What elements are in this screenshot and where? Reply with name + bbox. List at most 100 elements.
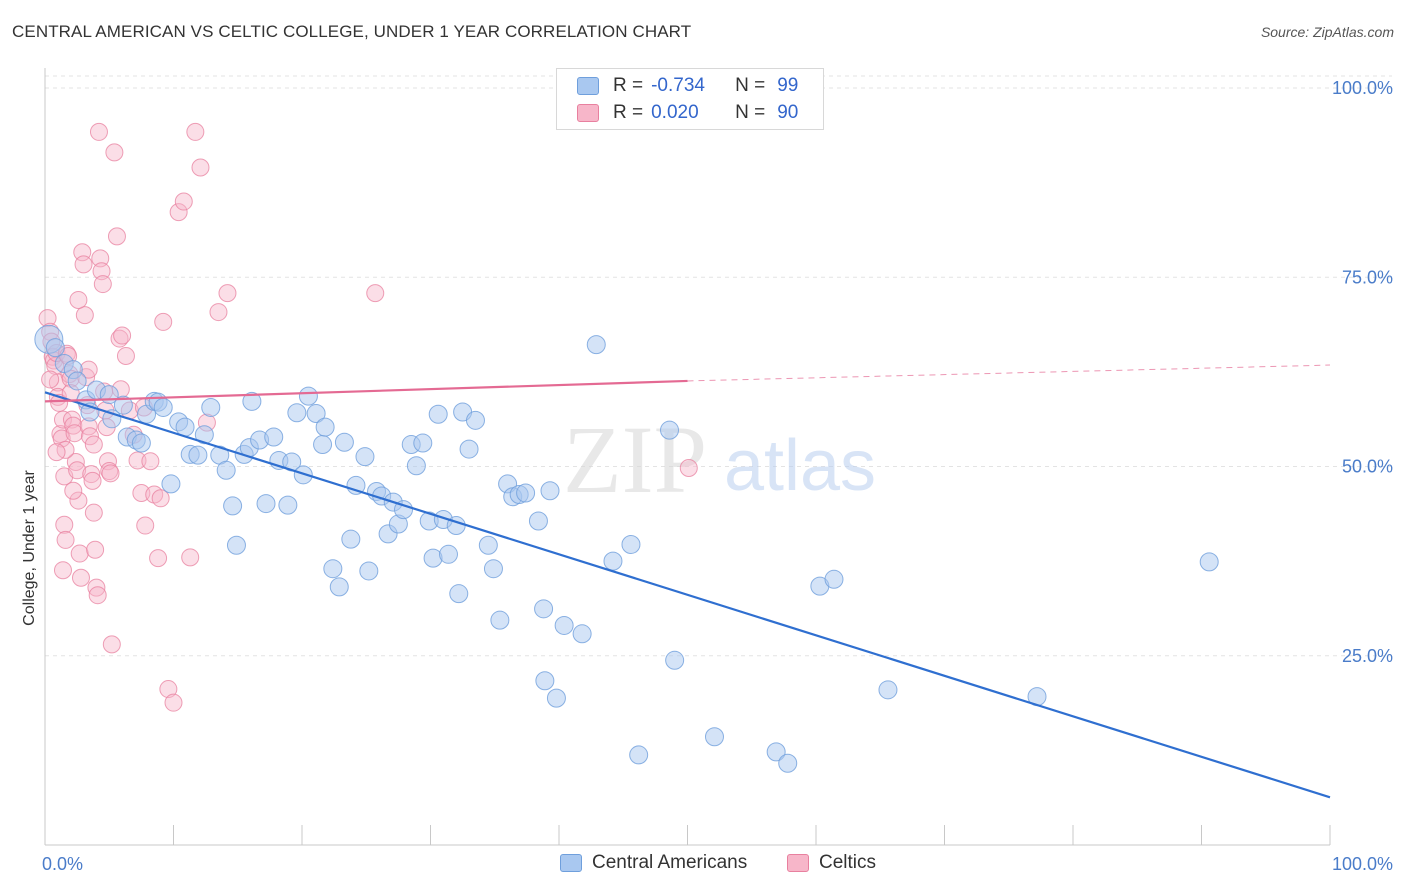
central-americans-point	[201, 397, 221, 417]
axes	[44, 68, 1331, 846]
celtics-point	[110, 329, 129, 348]
celtics-point	[64, 481, 83, 500]
central-americans-point	[298, 386, 318, 406]
y-tick-label: 50.0%	[1342, 457, 1393, 477]
chart-title: CENTRAL AMERICAN VS CELTIC COLLEGE, UNDE…	[12, 22, 692, 41]
central-americans-point	[323, 559, 343, 579]
central-americans-point	[660, 420, 680, 440]
central-americans-point	[315, 417, 335, 437]
central-americans-point	[459, 439, 479, 459]
celtics-point	[74, 255, 93, 274]
central-americans-point	[586, 335, 606, 355]
bottom-legend-central-americans: Central Americans	[560, 852, 747, 874]
central-americans-point	[113, 395, 133, 415]
central-americans-point	[394, 500, 414, 520]
central-americans-point	[535, 671, 555, 691]
celtics-point	[93, 275, 112, 294]
central-americans-point	[341, 529, 361, 549]
x-tick-label: 100.0%	[1332, 854, 1393, 874]
central-americans-point	[878, 680, 898, 700]
pink-swatch-icon	[577, 104, 599, 122]
blue-swatch-icon	[560, 854, 582, 872]
central-americans-point	[629, 745, 649, 765]
central-americans-point	[438, 544, 458, 564]
central-americans-point	[413, 433, 433, 453]
watermark-zip: ZIP	[563, 406, 707, 513]
celtics-trend-line	[44, 379, 688, 403]
central-americans-point	[534, 599, 554, 619]
central-americans-point	[45, 338, 65, 358]
celtics-point	[105, 143, 124, 162]
central-americans-point	[226, 535, 246, 555]
central-americans-point	[194, 425, 214, 445]
celtics-point	[89, 122, 108, 141]
celtics-trend-line-extension	[687, 364, 1331, 382]
celtics-point	[75, 306, 94, 325]
celtics-point	[128, 451, 147, 470]
celtics-point	[164, 693, 183, 712]
watermark-atlas: atlas	[724, 426, 876, 506]
central-americans-point	[516, 483, 536, 503]
legend-label: Celtics	[819, 852, 877, 873]
celtics-point	[55, 515, 74, 534]
central-americans-point	[223, 496, 243, 516]
celtics-point	[87, 578, 106, 597]
n-label: N =	[735, 75, 766, 96]
central-americans-point	[449, 584, 469, 604]
celtics-point	[181, 548, 200, 567]
celtics-point	[91, 249, 110, 268]
central-americans-point	[256, 494, 276, 514]
celtics-point	[174, 192, 193, 211]
central-americans-point	[216, 460, 236, 480]
central-americans-point	[546, 688, 566, 708]
central-americans-point	[313, 435, 333, 455]
celtics-point	[102, 635, 121, 654]
blue-swatch-icon	[577, 77, 599, 95]
central-americans-point	[406, 456, 426, 476]
central-americans-point	[603, 551, 623, 571]
celtics-point	[149, 549, 168, 568]
celtics-point	[218, 284, 237, 303]
y-tick-label: 100.0%	[1332, 78, 1393, 98]
central-americans-point	[329, 577, 349, 597]
central-americans-point	[67, 371, 87, 391]
central-americans-point	[161, 474, 181, 494]
central-americans-point	[465, 410, 485, 430]
celtics-point	[132, 483, 151, 502]
celtics-point	[679, 459, 698, 478]
legend-label: Central Americans	[592, 852, 748, 873]
x-tick-label: 0.0%	[42, 854, 83, 874]
celtics-point	[84, 503, 103, 522]
celtics-point	[88, 586, 107, 605]
celtics-point	[113, 326, 132, 345]
n-label: N =	[735, 102, 766, 123]
celtics-point	[84, 435, 103, 454]
celtics-point	[366, 284, 385, 303]
central-americans-point	[621, 534, 641, 554]
central-americans-point	[334, 432, 354, 452]
central-americans-point	[478, 535, 498, 555]
celtics-point	[83, 471, 102, 490]
central-americans-point	[528, 511, 548, 531]
central-americans-point	[188, 445, 208, 465]
watermark: ZIP atlas	[563, 406, 876, 513]
r-label: R =	[613, 102, 644, 123]
central-americans-point	[704, 727, 724, 747]
celtics-point	[186, 122, 205, 141]
r-value: -0.734	[651, 75, 705, 96]
central-americans-point	[306, 404, 326, 424]
celtics-point	[107, 227, 126, 246]
n-value: 99	[777, 75, 799, 96]
gridlines	[45, 75, 1392, 657]
central-americans-point	[131, 433, 151, 453]
central-americans-point	[665, 650, 685, 670]
celtics-point	[136, 516, 155, 535]
central-americans-point	[355, 447, 375, 467]
celtics-point	[69, 491, 88, 510]
celtics-point	[41, 370, 60, 389]
celtics-point	[71, 568, 90, 587]
celtics-point	[151, 489, 170, 508]
legend-row-celtics: R = 0.020 N = 90	[577, 100, 798, 126]
celtics-point	[53, 561, 72, 580]
celtics-point	[191, 158, 210, 177]
